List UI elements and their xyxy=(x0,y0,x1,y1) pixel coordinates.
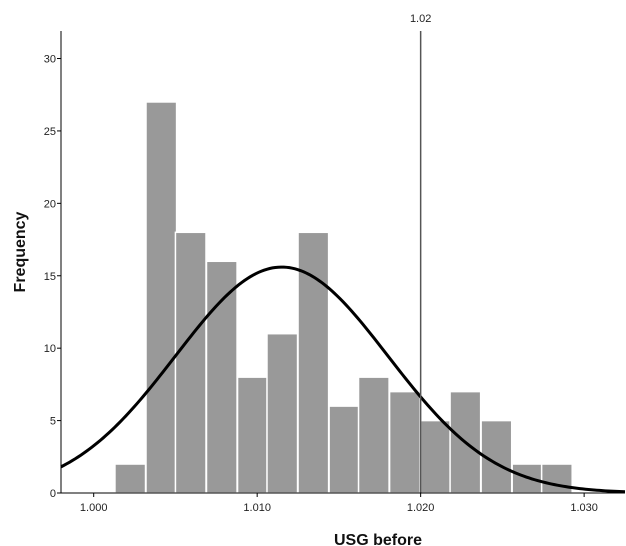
histogram-bar xyxy=(266,332,299,494)
histogram-bar xyxy=(388,390,421,494)
x-axis-title: USG before xyxy=(334,532,422,546)
y-tick-label: 10 xyxy=(44,343,56,355)
x-tick-label: 1.030 xyxy=(570,502,598,514)
histogram-bar xyxy=(236,376,269,494)
histogram-bar xyxy=(114,463,147,494)
x-tick-label: 1.000 xyxy=(80,502,108,514)
histogram-bars xyxy=(114,101,573,494)
normal-curve xyxy=(60,265,626,494)
histogram-bar xyxy=(540,463,573,494)
y-axis-title: Frequency xyxy=(12,211,29,292)
histogram-bar xyxy=(328,405,361,494)
histogram-bar xyxy=(419,419,452,494)
histogram-bar xyxy=(145,101,178,494)
x-tick-label: 1.010 xyxy=(243,502,271,514)
y-tick-label: 30 xyxy=(44,54,56,66)
reference-line-label: 1.02 xyxy=(410,13,431,25)
histogram-bar xyxy=(174,231,207,494)
x-axis-ticks: 1.000 1.010 1.020 1.030 xyxy=(80,493,598,514)
y-axis-ticks: 0 5 10 15 20 25 30 xyxy=(44,54,61,500)
x-tick-label: 1.020 xyxy=(407,502,435,514)
y-tick-label: 0 xyxy=(50,488,56,500)
y-tick-label: 20 xyxy=(44,198,56,210)
y-tick-label: 25 xyxy=(44,126,56,138)
y-tick-label: 5 xyxy=(50,416,56,428)
histogram-bar xyxy=(205,260,238,494)
y-tick-label: 15 xyxy=(44,271,56,283)
histogram-bar xyxy=(357,376,390,494)
